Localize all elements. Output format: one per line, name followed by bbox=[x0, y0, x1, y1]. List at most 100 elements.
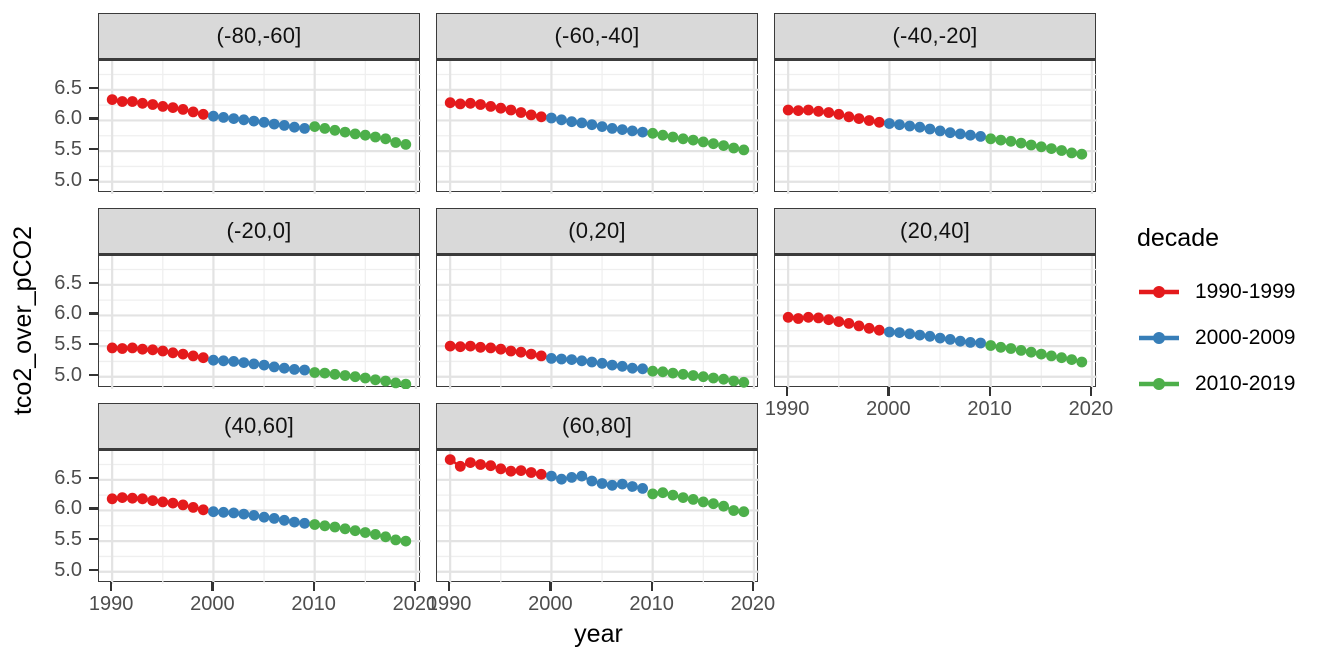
data-point bbox=[667, 489, 679, 501]
data-point bbox=[904, 120, 916, 132]
data-point bbox=[370, 529, 381, 540]
data-point bbox=[485, 342, 497, 354]
data-point bbox=[319, 367, 331, 379]
facet-strip: (-60,-40] bbox=[436, 13, 758, 59]
y-tick-label: 5.0 bbox=[54, 168, 82, 191]
data-point bbox=[803, 104, 814, 116]
data-point bbox=[309, 121, 321, 132]
data-point bbox=[556, 114, 567, 126]
facet-strip-label: (20,40] bbox=[900, 218, 970, 243]
data-point bbox=[127, 342, 138, 354]
data-point bbox=[1025, 139, 1037, 151]
data-point bbox=[197, 504, 209, 516]
data-point bbox=[339, 126, 351, 138]
data-point bbox=[289, 516, 300, 528]
facet-plot-svg bbox=[437, 451, 759, 584]
facet-plot-svg bbox=[775, 256, 1097, 389]
data-point bbox=[813, 105, 824, 117]
data-point bbox=[606, 123, 618, 134]
data-point bbox=[329, 124, 341, 136]
facet-plot-svg bbox=[99, 451, 421, 584]
data-point bbox=[157, 345, 169, 357]
y-tick-label: 5.5 bbox=[54, 528, 82, 551]
data-point bbox=[359, 527, 371, 538]
facet-strip: (40,60] bbox=[98, 403, 420, 449]
data-point bbox=[914, 329, 926, 341]
data-point bbox=[833, 316, 845, 327]
y-tick bbox=[89, 148, 98, 151]
data-point bbox=[934, 125, 946, 137]
data-point bbox=[708, 498, 719, 510]
data-point bbox=[218, 112, 229, 123]
data-point bbox=[289, 364, 300, 375]
x-tick-label: 1990 bbox=[88, 593, 134, 615]
data-point bbox=[167, 347, 179, 359]
data-point bbox=[873, 116, 885, 128]
y-tick-label: 6.5 bbox=[54, 76, 82, 99]
data-point bbox=[525, 467, 537, 478]
facet-plot-svg bbox=[437, 61, 759, 194]
data-point bbox=[495, 102, 507, 114]
data-point bbox=[187, 106, 199, 118]
data-point bbox=[697, 496, 709, 508]
data-point bbox=[853, 320, 865, 332]
facet-strip-label: (-60,-40] bbox=[554, 23, 640, 48]
data-point bbox=[444, 97, 456, 109]
data-point bbox=[924, 123, 936, 135]
data-point bbox=[596, 121, 608, 132]
data-point bbox=[157, 496, 169, 508]
data-point bbox=[944, 334, 956, 345]
data-point bbox=[116, 96, 128, 107]
data-point bbox=[677, 492, 689, 503]
x-tick-label: 2000 bbox=[866, 398, 911, 420]
y-tick bbox=[89, 373, 98, 376]
data-point bbox=[390, 137, 402, 148]
data-point bbox=[157, 101, 169, 112]
y-tick bbox=[89, 476, 98, 479]
x-tick-label: 2020 bbox=[392, 593, 438, 615]
y-tick bbox=[89, 312, 98, 315]
legend-item-label: 1990-1999 bbox=[1195, 280, 1296, 303]
data-point bbox=[137, 97, 148, 109]
x-tick bbox=[887, 387, 890, 396]
data-point bbox=[637, 126, 648, 138]
data-point bbox=[833, 108, 845, 120]
data-point bbox=[546, 470, 557, 482]
data-point bbox=[718, 500, 729, 512]
data-point bbox=[309, 519, 321, 530]
data-point bbox=[566, 116, 578, 128]
data-point bbox=[813, 312, 824, 324]
data-point bbox=[319, 520, 331, 532]
y-tick-label: 5.0 bbox=[54, 363, 82, 386]
x-tick bbox=[751, 582, 755, 591]
data-point bbox=[465, 457, 476, 468]
data-point bbox=[995, 134, 1007, 146]
data-point bbox=[475, 459, 486, 470]
data-point bbox=[349, 371, 361, 383]
data-point bbox=[147, 344, 159, 356]
data-point bbox=[515, 107, 527, 118]
data-point bbox=[738, 506, 750, 518]
data-point bbox=[728, 142, 740, 154]
data-point bbox=[718, 373, 729, 385]
x-tick bbox=[312, 582, 315, 591]
data-point bbox=[975, 337, 986, 349]
data-point bbox=[197, 108, 209, 120]
data-point bbox=[535, 111, 547, 123]
x-tick bbox=[1089, 387, 1093, 396]
data-point bbox=[576, 470, 588, 482]
data-point bbox=[954, 335, 966, 347]
data-point bbox=[228, 113, 240, 124]
data-point bbox=[556, 473, 567, 485]
data-point bbox=[187, 502, 199, 513]
data-point bbox=[299, 517, 310, 529]
data-point bbox=[863, 115, 875, 126]
data-point bbox=[596, 478, 608, 489]
legend-items: 1990-1999 2000-2009 2010-2019 bbox=[1137, 269, 1337, 407]
data-point bbox=[187, 350, 199, 362]
data-point bbox=[965, 337, 976, 348]
x-tick bbox=[988, 387, 991, 396]
data-point bbox=[370, 131, 381, 143]
data-point bbox=[606, 479, 618, 491]
